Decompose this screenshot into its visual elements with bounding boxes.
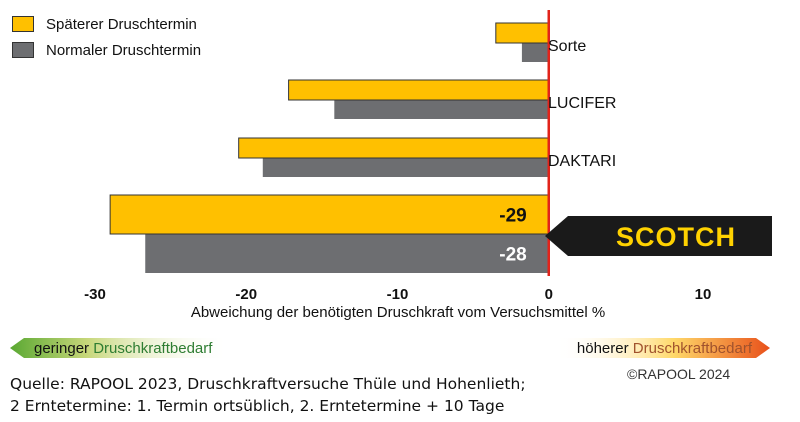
legend-item-later: Späterer Druschtermin bbox=[12, 14, 201, 34]
x-axis-label: Abweichung der benötigten Druschkraft vo… bbox=[191, 304, 605, 321]
category-label-lucifer: LUCIFER bbox=[548, 95, 616, 112]
bar-scotch-later bbox=[109, 194, 550, 235]
source-line-1: Quelle: RAPOOL 2023, Druschkraftversuche… bbox=[10, 375, 526, 393]
x-tick-label: 0 bbox=[545, 286, 553, 303]
low-demand-arrow: geringer Druschkraftbedarf bbox=[10, 338, 230, 358]
data-label-scotch-later: -29 bbox=[499, 206, 526, 227]
legend-swatch-later bbox=[12, 16, 34, 32]
bar-daktari-later bbox=[238, 137, 550, 159]
category-label-scotch: SCOTCH bbox=[616, 222, 736, 252]
legend-swatch-normal bbox=[12, 42, 34, 58]
source-note: Quelle: RAPOOL 2023, Druschkraftversuche… bbox=[10, 373, 526, 417]
category-label-daktari: DAKTARI bbox=[548, 153, 616, 170]
high-demand-arrow: höherer Druschkraftbedarf bbox=[555, 338, 770, 358]
legend-label-normal: Normaler Druschtermin bbox=[46, 41, 202, 59]
legend-label-later: Späterer Druschtermin bbox=[46, 15, 197, 33]
bar-daktari-normal bbox=[262, 157, 549, 177]
source-line-2: 2 Erntetermine: 1. Termin ortsüblich, 2.… bbox=[10, 397, 505, 415]
bar-sorte-later bbox=[495, 22, 550, 44]
high-demand-label: höherer Druschkraftbedarf bbox=[577, 340, 753, 357]
x-tick-labels: -30 -20 -10 0 10 bbox=[84, 286, 711, 303]
highlight-tag-scotch bbox=[545, 216, 772, 256]
bar-scotch-normal bbox=[145, 234, 549, 273]
low-demand-label: geringer Druschkraftbedarf bbox=[34, 340, 213, 357]
legend: Späterer Druschtermin Normaler Druschter… bbox=[12, 14, 201, 66]
x-tick-label: -10 bbox=[387, 286, 409, 303]
bar-lucifer-normal bbox=[334, 99, 549, 119]
bar-lucifer-later bbox=[288, 79, 550, 101]
category-labels: Sorte LUCIFER DAKTARI SCOTCH bbox=[545, 38, 772, 256]
x-tick-label: -20 bbox=[235, 286, 257, 303]
x-tick-label: -30 bbox=[84, 286, 106, 303]
x-tick-label: 10 bbox=[695, 286, 712, 303]
bar-sorte-normal bbox=[521, 42, 549, 62]
copyright: ©RAPOOL 2024 bbox=[627, 366, 731, 382]
data-label-scotch-normal: -28 bbox=[499, 245, 526, 266]
legend-item-normal: Normaler Druschtermin bbox=[12, 40, 201, 60]
bar-layer: -28 -29 bbox=[109, 22, 550, 273]
category-label-sorte: Sorte bbox=[548, 38, 586, 55]
